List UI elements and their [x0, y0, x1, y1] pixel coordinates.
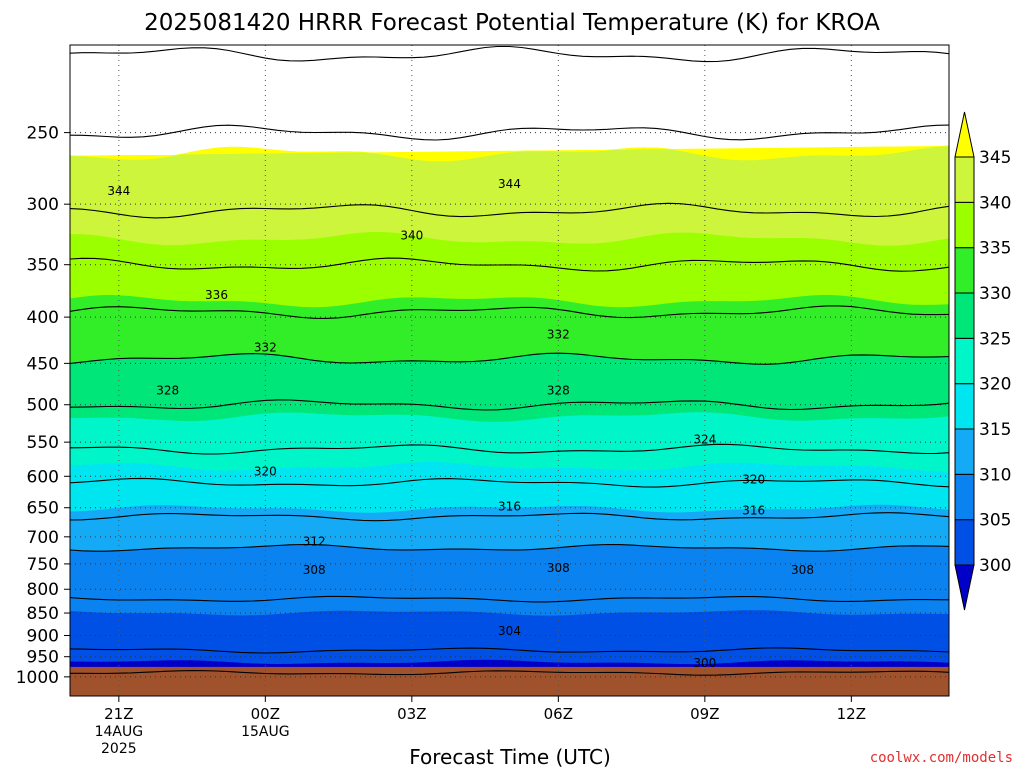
x-tick-date: 14AUG	[95, 724, 144, 740]
contour-label: 304	[498, 624, 521, 638]
colorbar-top-arrow	[954, 111, 975, 158]
credit-text: coolwx.com/models	[870, 750, 1013, 766]
contour-label: 320	[254, 465, 277, 479]
y-tick-label: 1000	[16, 668, 59, 688]
y-tick-label: 950	[27, 648, 59, 668]
colorbar-band	[954, 247, 975, 294]
colorbar-band	[954, 383, 975, 430]
x-tick-date: 15AUG	[241, 724, 290, 740]
colorbar-label: 320	[979, 375, 1011, 395]
y-tick-label: 350	[27, 256, 59, 276]
colorbar-band	[954, 428, 975, 475]
theta-band	[70, 294, 949, 365]
colorbar-label: 330	[979, 284, 1011, 304]
contour-label: 308	[303, 563, 326, 577]
contour-label: 336	[205, 288, 228, 302]
y-axis: 2503003504004505005506006507007508008509…	[16, 124, 70, 688]
contour-line	[70, 647, 949, 654]
contour-layer	[70, 45, 949, 676]
contour-label: 316	[498, 500, 521, 514]
contour-label: 316	[742, 504, 765, 518]
contour-label: 344	[107, 184, 130, 198]
contour-line	[70, 443, 949, 455]
grid-layer	[70, 45, 949, 696]
x-tick-label: 12Z	[837, 705, 866, 723]
contour-label: 328	[156, 383, 179, 397]
x-tick-label: 09Z	[690, 705, 719, 723]
colorbar-bottom-arrow	[954, 564, 975, 611]
y-tick-label: 650	[27, 499, 59, 519]
colorbar-band	[954, 156, 975, 203]
contour-label-layer: 344 344 340 336 332 332 328 328 324 320 320 316 316 3…	[107, 177, 814, 670]
x-tick-label: 03Z	[397, 705, 426, 723]
colorbar: 300 305 310 315 320 325 330 335 340 345	[954, 111, 1011, 611]
contour-label: 332	[254, 340, 277, 354]
contour-line	[70, 202, 949, 219]
contour-line	[70, 352, 949, 365]
y-tick-label: 450	[27, 354, 59, 374]
plot-frame	[69, 44, 950, 697]
contour-line	[70, 512, 949, 522]
contour-line	[70, 670, 949, 676]
contour-label: 332	[547, 327, 570, 341]
colorbar-label: 315	[979, 420, 1011, 440]
theta-band	[70, 145, 949, 162]
y-tick-label: 300	[27, 195, 59, 215]
colorbar-label: 310	[979, 465, 1011, 485]
colorbar-band	[954, 201, 975, 249]
contour-line	[70, 45, 949, 63]
y-tick-label: 500	[27, 396, 59, 416]
x-tick-label: 00Z	[251, 705, 280, 723]
contour-line	[70, 124, 949, 141]
x-tick-label: 06Z	[544, 705, 573, 723]
contour-label: 320	[742, 473, 765, 487]
theta-band	[70, 352, 949, 422]
y-tick-label: 750	[27, 555, 59, 575]
y-tick-label: 550	[27, 433, 59, 453]
x-axis-label: Forecast Time (UTC)	[409, 745, 611, 768]
theta-band	[70, 544, 949, 616]
y-tick-label: 600	[27, 467, 59, 487]
y-tick-label: 900	[27, 626, 59, 646]
contour-line	[70, 399, 949, 411]
x-tick-year: 2025	[101, 741, 137, 757]
x-tick-label: 21Z	[104, 705, 133, 723]
contour-label: 340	[400, 229, 423, 243]
colorbar-label: 345	[979, 148, 1011, 168]
colorbar-band	[954, 337, 975, 385]
contour-label: 308	[791, 563, 814, 577]
contour-label: 328	[547, 383, 570, 397]
y-tick-label: 850	[27, 604, 59, 624]
colorbar-band	[954, 519, 975, 566]
colorbar-label: 340	[979, 193, 1011, 213]
colorbar-label: 300	[979, 556, 1011, 576]
colorbar-label: 305	[979, 511, 1011, 531]
contour-line	[70, 305, 949, 319]
y-tick-label: 800	[27, 580, 59, 600]
contour-label: 312	[303, 534, 326, 548]
contour-label: 324	[693, 432, 716, 446]
colorbar-band	[954, 292, 975, 339]
theta-band	[70, 145, 949, 246]
contour-label: 300	[693, 656, 716, 670]
y-tick-label: 400	[27, 308, 59, 328]
contour-line	[70, 595, 949, 603]
colorbar-band	[954, 473, 975, 521]
contour-line	[70, 477, 949, 488]
colorbar-label: 325	[979, 329, 1011, 349]
contour-line	[70, 257, 949, 272]
contour-label: 308	[547, 561, 570, 575]
contour-line	[70, 543, 949, 552]
theta-fill-layer	[70, 145, 949, 696]
chart-title: 2025081420 HRRR Forecast Potential Tempe…	[144, 10, 880, 36]
y-tick-label: 700	[27, 528, 59, 548]
contour-label: 344	[498, 177, 521, 191]
colorbar-label: 335	[979, 239, 1011, 259]
y-tick-label: 250	[27, 124, 59, 144]
